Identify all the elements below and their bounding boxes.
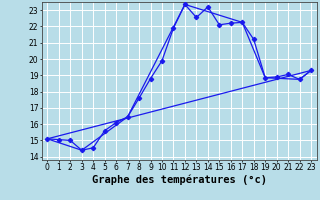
X-axis label: Graphe des températures (°c): Graphe des températures (°c): [92, 174, 267, 185]
